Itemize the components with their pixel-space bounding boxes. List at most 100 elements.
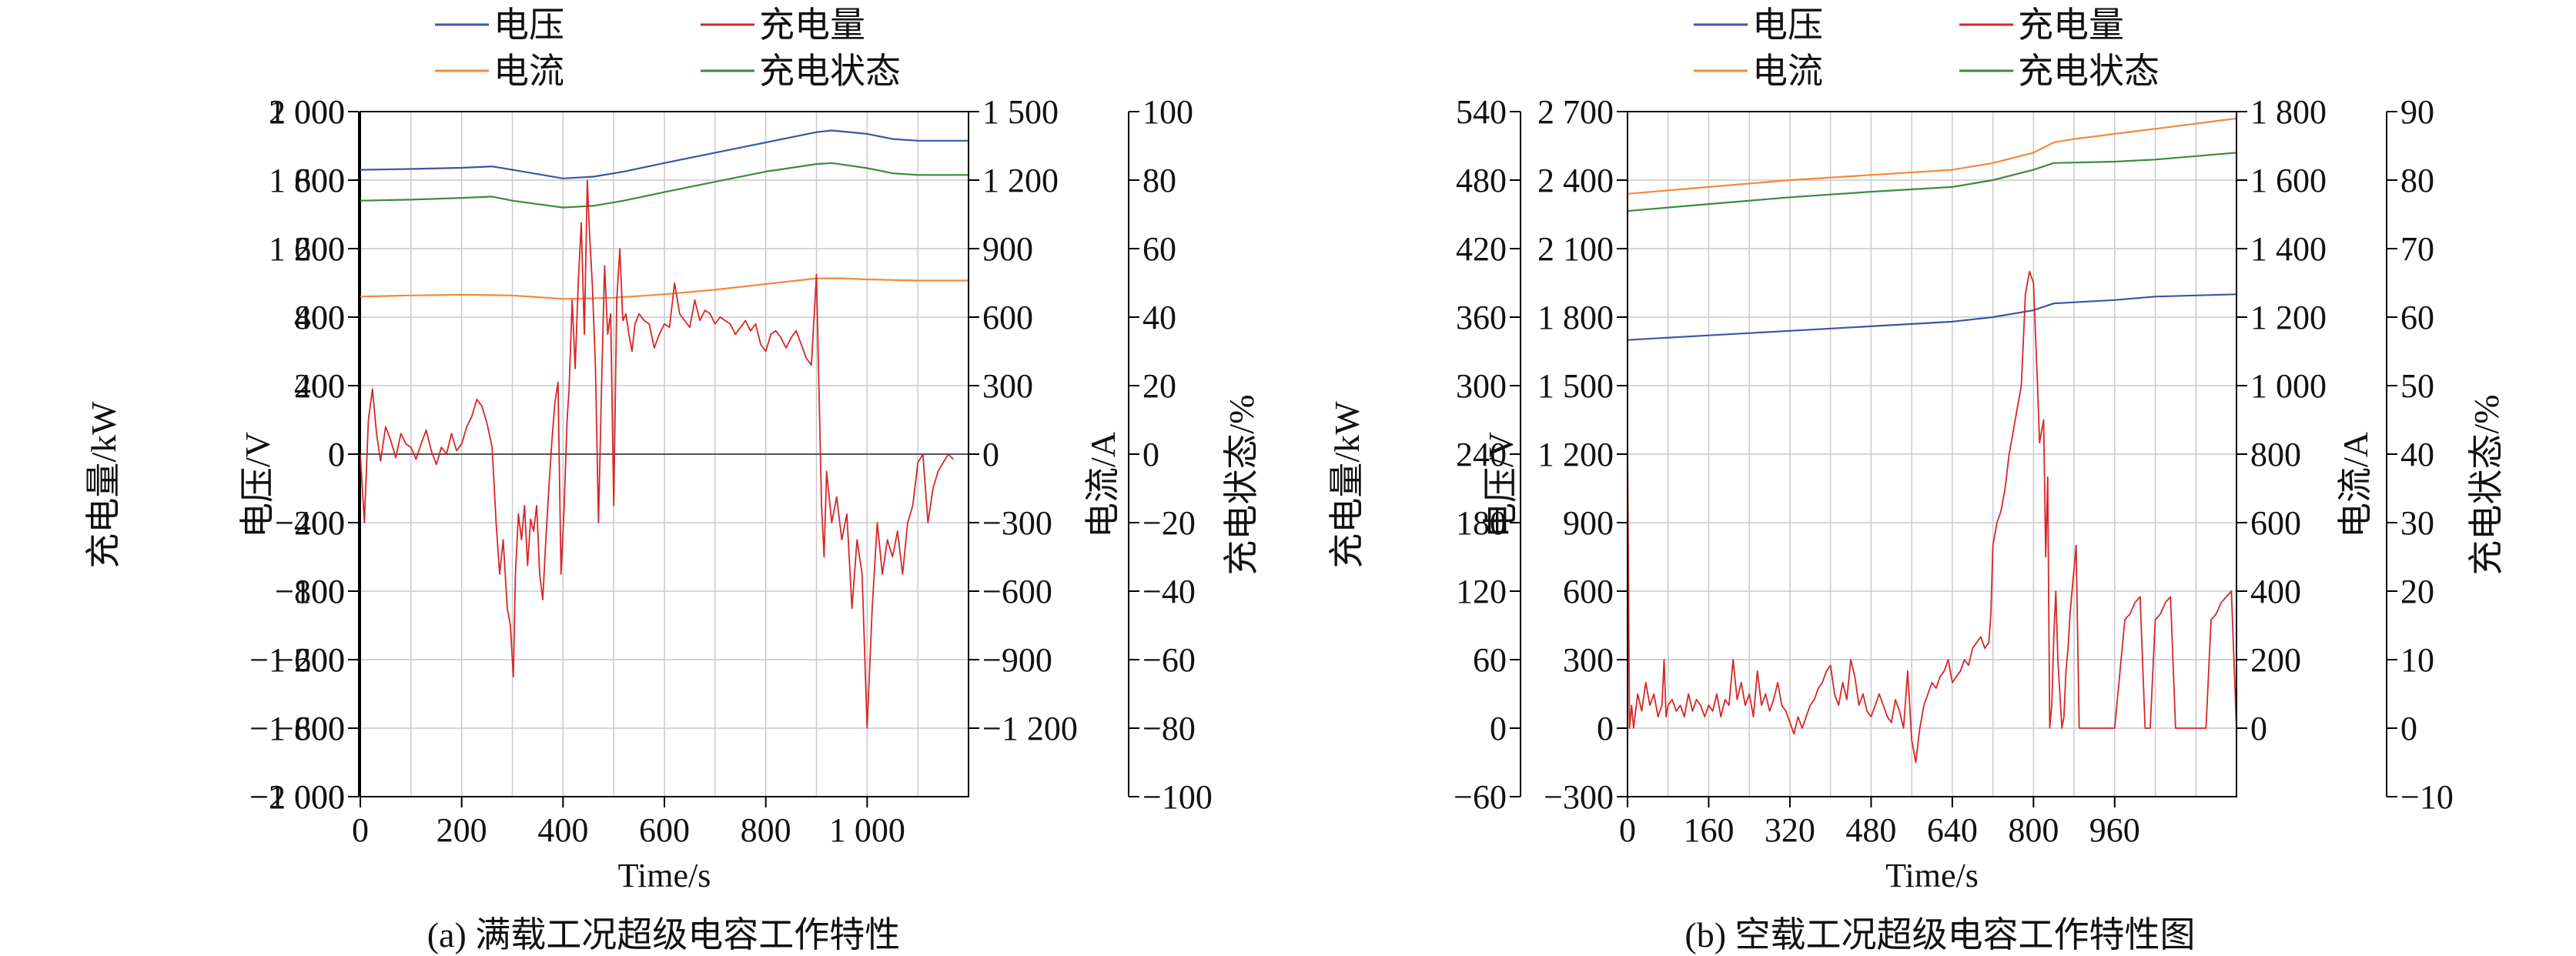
- series-line-电压: [1628, 293, 2236, 341]
- y-tick-label: 120: [1456, 573, 1507, 610]
- y-tick-label: 0: [1490, 710, 1507, 747]
- y-tick-label: 420: [1456, 230, 1507, 268]
- legend-label: 充电量: [2018, 5, 2124, 45]
- y-tick-label: 2 100: [1537, 230, 1614, 268]
- y-tick-label: −20: [1142, 504, 1196, 542]
- y-tick-label: −300: [982, 504, 1052, 542]
- y-tick-label: 1 500: [982, 93, 1059, 131]
- y-tick-label: 1 200: [269, 230, 345, 268]
- y-tick-label: −1 200: [982, 710, 1078, 747]
- legend-label: 电压: [493, 5, 564, 45]
- y-tick-label: −400: [275, 504, 345, 542]
- y-tick-label: 60: [1142, 230, 1176, 268]
- y-tick-label: 240: [1456, 436, 1507, 473]
- x-tick-label: 0: [352, 811, 369, 849]
- y-tick-label: 2 700: [1537, 93, 1614, 131]
- caption-a: (a) 满载工况超级电容工作特性: [427, 915, 901, 954]
- series-line-电流: [360, 277, 969, 300]
- y-tick-label: −300: [1544, 778, 1614, 816]
- y-tick-label: 0: [1142, 436, 1159, 473]
- y-tick-label: −2 000: [249, 778, 345, 816]
- y-tick-label: 0: [2400, 710, 2417, 747]
- legend-label: 充电量: [759, 5, 865, 45]
- y-tick-label: 90: [2400, 93, 2434, 131]
- y-tick-label: 600: [2250, 504, 2301, 542]
- y-tick-label: 540: [1456, 93, 1507, 131]
- x-tick-label: 200: [437, 811, 487, 849]
- y-tick-label: 0: [328, 436, 345, 473]
- y-tick-label: 40: [2400, 436, 2434, 473]
- y-tick-label: 600: [982, 299, 1033, 336]
- y-tick-label: −1 200: [249, 641, 345, 679]
- x-tick-label: 960: [2089, 811, 2140, 849]
- y-tick-label: 60: [1473, 641, 1507, 679]
- y-tick-label: 800: [294, 162, 345, 199]
- y-tick-label: 300: [1456, 367, 1507, 405]
- y-tick-label: 100: [1142, 93, 1193, 131]
- series-line-电流: [1628, 117, 2236, 195]
- x-tick-label: 800: [2008, 811, 2059, 849]
- x-axis-label: Time/s: [618, 857, 711, 894]
- x-tick-label: 320: [1765, 811, 1815, 849]
- y-tick-label: 20: [2400, 573, 2434, 610]
- y-tick-label: 400: [294, 367, 345, 405]
- y-tick-label: −80: [1142, 710, 1196, 747]
- series-line-充电状态: [360, 162, 969, 209]
- y-tick-label: −10: [2400, 778, 2454, 816]
- legend-label: 电流: [1752, 52, 1823, 91]
- axes-group: 0 160 320 480 640 800 960540480420360300240180…: [1327, 93, 2506, 849]
- y-tick-label: 2 400: [1537, 162, 1614, 199]
- y-axis-label: 电压/V: [1481, 432, 1521, 538]
- y-tick-label: 300: [982, 367, 1033, 405]
- x-tick-label: 1 000: [829, 811, 905, 849]
- y-axis-label: 充电状态/%: [1222, 394, 1261, 575]
- y-tick-label: 800: [294, 299, 345, 336]
- chart-panel-b: 0 160 320 480 640 800 960540480420360300240180…: [1327, 5, 2506, 954]
- legend-label: 电流: [493, 52, 564, 91]
- plot-grid: [1627, 111, 2237, 797]
- y-tick-label: 1 200: [982, 162, 1059, 199]
- y-tick-label: 1 400: [2250, 230, 2327, 268]
- x-tick-label: 400: [537, 811, 588, 849]
- y-tick-label: 70: [2400, 230, 2434, 268]
- y-tick-label: 0: [2250, 710, 2267, 747]
- y-tick-label: 60: [2400, 299, 2434, 336]
- y-tick-label: 1 600: [269, 162, 345, 199]
- y-tick-label: 0: [982, 436, 999, 473]
- series-line-充电状态: [1628, 152, 2236, 212]
- y-tick-label: 200: [2250, 641, 2301, 679]
- x-tick-label: 800: [741, 811, 791, 849]
- y-axis-label: 电流/A: [1083, 432, 1122, 538]
- y-tick-label: 50: [2400, 367, 2434, 405]
- y-axis-label: 电压/V: [238, 432, 277, 538]
- y-tick-label: 400: [294, 299, 345, 336]
- y-tick-label: 1 000: [2250, 367, 2327, 405]
- x-axis-label: Time/s: [1885, 857, 1979, 894]
- series-line-电压: [360, 129, 969, 179]
- y-tick-label: 1 800: [1537, 299, 1614, 336]
- y-tick-label: 0: [328, 436, 345, 473]
- y-tick-label: −600: [982, 573, 1052, 610]
- y-tick-label: 800: [2250, 436, 2301, 473]
- y-tick-label: 360: [1456, 299, 1507, 336]
- y-tick-label: −600: [275, 641, 345, 679]
- y-tick-label: 1 200: [1537, 436, 1614, 473]
- y-tick-label: 20: [1142, 367, 1176, 405]
- y-tick-label: 1 200: [2250, 299, 2327, 336]
- series-line-充电量: [1628, 270, 2236, 764]
- x-tick-label: 0: [1619, 811, 1636, 849]
- y-tick-label: 900: [982, 230, 1033, 268]
- legend-label: 充电状态: [2018, 52, 2159, 91]
- x-tick-label: 600: [639, 811, 690, 849]
- y-tick-label: 40: [1142, 299, 1176, 336]
- y-tick-label: 480: [1456, 162, 1507, 199]
- y-tick-label: 10: [2400, 641, 2434, 679]
- y-tick-label: 1 800: [2250, 93, 2327, 131]
- y-tick-label: 2 000: [269, 93, 345, 131]
- y-tick-label: −40: [1142, 573, 1196, 610]
- y-tick-label: 80: [2400, 162, 2434, 199]
- y-tick-label: −900: [982, 641, 1052, 679]
